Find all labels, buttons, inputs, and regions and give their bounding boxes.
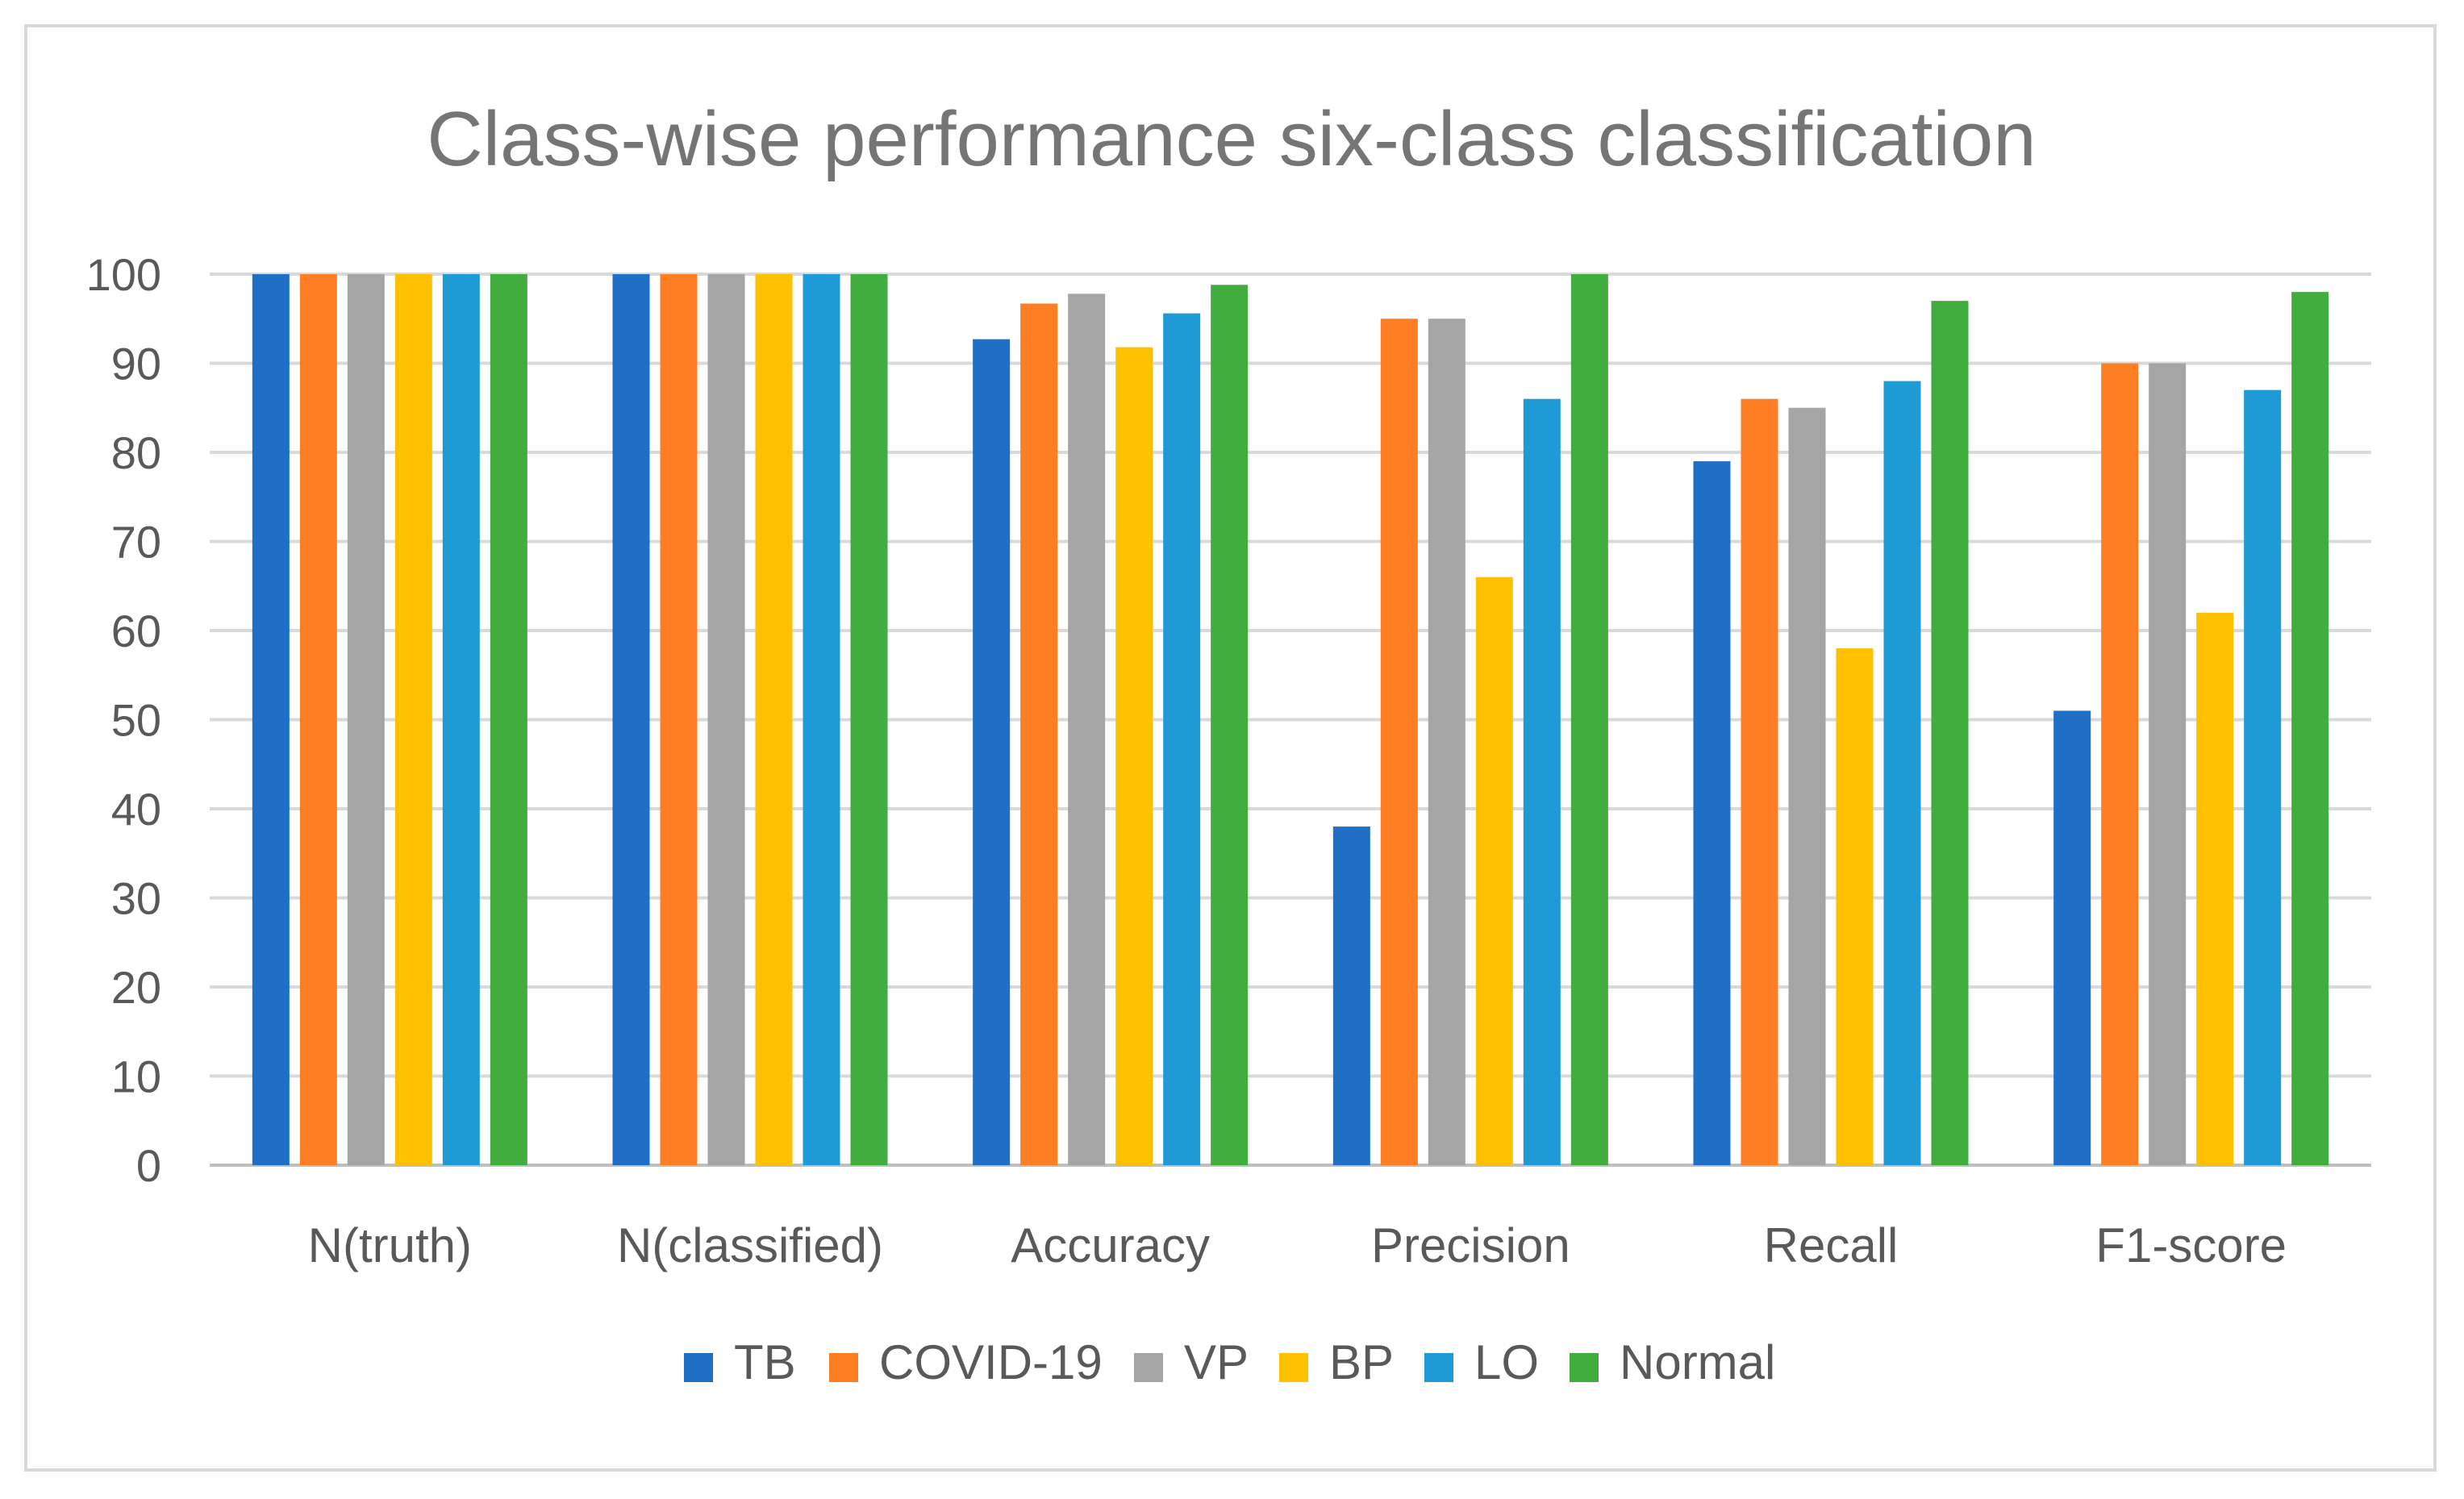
bar-tb-n-truth	[252, 274, 290, 1165]
y-tick-label: 60	[111, 606, 161, 656]
bar-tb-precision	[1332, 827, 1370, 1165]
legend-swatch	[1570, 1353, 1599, 1382]
x-category-label: Accuracy	[1011, 1218, 1210, 1272]
bar-covid-19-precision	[1380, 319, 1418, 1165]
legend-label: LO	[1474, 1335, 1539, 1389]
bar-vp-precision	[1428, 319, 1465, 1165]
legend-swatch	[829, 1353, 858, 1382]
y-tick-label: 70	[111, 517, 161, 568]
bar-normal-n-truth	[490, 274, 527, 1165]
legend: TB COVID-19 VP BP LO Normal	[684, 1335, 1775, 1389]
y-tick-label: 20	[111, 962, 161, 1013]
chart-title: Class-wise performance six-class classif…	[427, 96, 2036, 182]
bars	[252, 274, 2329, 1166]
x-category-label: Recall	[1764, 1218, 1899, 1272]
bar-tb-accuracy	[973, 339, 1011, 1165]
bar-vp-n-truth	[347, 274, 385, 1165]
bar-covid-19-n-truth	[299, 274, 337, 1165]
bar-tb-n-classified	[612, 274, 650, 1165]
bar-normal-recall	[1931, 301, 1969, 1165]
y-tick-label: 0	[136, 1140, 161, 1191]
bar-vp-f1-score	[2149, 363, 2187, 1165]
gridlines	[210, 273, 2371, 1167]
bar-vp-n-classified	[707, 274, 745, 1165]
bar-lo-n-classified	[803, 274, 840, 1165]
legend-swatch	[684, 1353, 713, 1382]
x-category-label: N(classified)	[617, 1218, 883, 1272]
y-tick-label: 90	[111, 339, 161, 389]
y-tick-label: 100	[86, 249, 161, 300]
x-axis-labels: N(truth) N(classified) Accuracy Precision Re…	[308, 1218, 2287, 1272]
bar-bp-n-truth	[394, 274, 432, 1165]
bar-normal-f1-score	[2291, 292, 2329, 1166]
bar-normal-accuracy	[1211, 285, 1249, 1165]
bar-vp-accuracy	[1068, 294, 1106, 1165]
x-category-label: Precision	[1371, 1218, 1570, 1272]
bar-lo-precision	[1523, 398, 1561, 1165]
bar-covid-19-n-classified	[660, 274, 698, 1165]
legend-label: BP	[1329, 1335, 1394, 1389]
bar-normal-precision	[1570, 274, 1608, 1165]
bar-covid-19-recall	[1741, 398, 1778, 1165]
y-tick-label: 30	[111, 873, 161, 924]
bar-bp-precision	[1475, 577, 1513, 1165]
x-category-label: N(truth)	[308, 1218, 472, 1272]
legend-swatch	[1424, 1353, 1453, 1382]
legend-label: COVID-19	[879, 1335, 1103, 1389]
bar-bp-accuracy	[1115, 347, 1153, 1165]
bar-lo-accuracy	[1163, 313, 1201, 1165]
legend-swatch	[1279, 1353, 1308, 1382]
bar-lo-n-truth	[442, 274, 480, 1165]
bar-normal-n-classified	[850, 274, 888, 1165]
bar-lo-f1-score	[2244, 389, 2282, 1165]
bar-bp-n-classified	[755, 274, 793, 1165]
y-axis-ticks: 0 10 20 30 40 50 60 70 80 90 100	[86, 249, 161, 1191]
legend-label: VP	[1184, 1335, 1249, 1389]
bar-vp-recall	[1788, 407, 1826, 1165]
x-category-label: F1-score	[2095, 1218, 2287, 1272]
y-tick-label: 10	[111, 1051, 161, 1102]
y-tick-label: 50	[111, 695, 161, 746]
legend-label: Normal	[1620, 1335, 1775, 1389]
bar-bp-recall	[1836, 648, 1874, 1165]
bar-tb-recall	[1693, 461, 1731, 1165]
bar-lo-recall	[1883, 381, 1921, 1166]
y-tick-label: 80	[111, 427, 161, 478]
legend-swatch	[1134, 1353, 1163, 1382]
y-tick-label: 40	[111, 784, 161, 835]
bar-tb-f1-score	[2053, 710, 2091, 1165]
bar-covid-19-f1-score	[2101, 363, 2139, 1165]
legend-label: TB	[734, 1335, 796, 1389]
bar-covid-19-accuracy	[1020, 303, 1058, 1166]
bar-bp-f1-score	[2196, 612, 2234, 1165]
